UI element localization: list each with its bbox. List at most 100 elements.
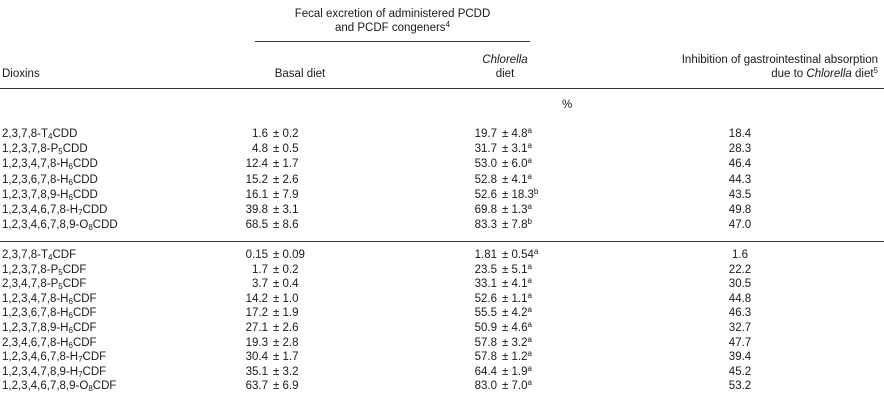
- significance-footnote: a: [527, 126, 532, 135]
- inhibition-footnote: 5: [873, 66, 878, 75]
- col-header-dioxins: Dioxins: [2, 68, 40, 80]
- chlorella-sd: ± 6.0a: [502, 156, 532, 171]
- basal-mean: 3.7: [252, 278, 268, 291]
- significance-footnote: a: [527, 290, 532, 300]
- significance-footnote: a: [533, 247, 539, 256]
- significance-footnote: a: [527, 305, 532, 315]
- congener-name: 1,2,3,6,7,8-H6CDF: [2, 307, 97, 321]
- inhibition-value: 53.2: [728, 380, 752, 393]
- basal-mean: 15.2: [245, 173, 268, 186]
- inhibition-value: 44.8: [728, 292, 752, 305]
- basal-sd: ± 3.2: [273, 365, 299, 378]
- chlorella-mean: 52.8: [474, 173, 497, 186]
- significance-footnote: a: [527, 378, 532, 388]
- chlorella-mean: 53.0: [474, 158, 497, 171]
- table-row: 1,2,3,7,8,9-H6CDD 16.1 ± 7.9 52.6 ± 18.3b 43.…: [0, 186, 884, 202]
- basal-mean: 35.1: [245, 365, 268, 378]
- formula-subscript: 5: [58, 147, 63, 157]
- basal-mean: 39.8: [245, 204, 268, 216]
- basal-mean: 12.4: [245, 158, 268, 171]
- inhibition-value: 46.4: [728, 158, 752, 171]
- chlorella-mean: 23.5: [474, 263, 497, 276]
- congener-name: 1,2,3,7,8,9-H6CDF: [2, 322, 97, 335]
- chlorella-mean: 83.3: [474, 219, 497, 232]
- significance-footnote: a: [527, 156, 532, 166]
- formula-subscript: 4: [48, 253, 53, 262]
- inhibition-value: 1.6: [732, 249, 748, 261]
- chlorella-mean: 31.7: [474, 143, 497, 156]
- chlorella-sd: ± 7.0a: [502, 378, 532, 393]
- chlorella-mean: 33.1: [474, 278, 497, 291]
- basal-mean: 19.3: [245, 336, 268, 349]
- significance-footnote: a: [527, 261, 532, 271]
- chlorella-sd: ± 4.1a: [502, 171, 532, 186]
- col-header-basal: Basal diet: [274, 68, 326, 80]
- chlorella-sd: ± 4.6a: [502, 320, 532, 335]
- inhibition-value: 28.3: [728, 143, 752, 156]
- basal-sd: ± 8.6: [273, 219, 299, 232]
- chlorella-mean: 57.8: [474, 336, 497, 349]
- chlorella-sd: ± 1.9a: [502, 363, 532, 378]
- basal-mean: 4.8: [252, 143, 268, 156]
- group-header-rule: [255, 41, 530, 42]
- basal-mean: 68.5: [245, 219, 268, 232]
- congener-name: 1,2,3,4,6,7,8,9-O8CDF: [2, 380, 117, 394]
- significance-footnote: b: [533, 186, 539, 196]
- chlorella-mean: 64.4: [474, 365, 497, 378]
- congener-name: 1,2,3,4,6,7,8-H7CDD: [2, 204, 108, 217]
- formula-subscript: 6: [68, 162, 73, 172]
- formula-subscript: 4: [48, 132, 53, 141]
- basal-mean: 0.15: [245, 249, 268, 261]
- table-row: 1,2,3,4,6,7,8,9-O8CDD 68.5 ± 8.6 83.3 ± 7.8b…: [0, 218, 884, 232]
- chlorella-mean: 69.8: [474, 204, 497, 216]
- inhibition-value: 47.0: [728, 219, 752, 232]
- significance-footnote: a: [527, 276, 532, 286]
- congener-name: 1,2,3,4,7,8-H6CDF: [2, 292, 97, 306]
- congener-name: 2,3,7,8-T4CDF: [2, 249, 77, 262]
- table-row: 1,2,3,4,7,8,9-H7CDF 35.1 ± 3.2 64.4 ± 1.9a 45…: [0, 363, 884, 379]
- inhibition-value: 22.2: [728, 263, 752, 276]
- congener-name: 2,3,4,6,7,8-H6CDF: [2, 336, 97, 350]
- formula-subscript: 5: [58, 267, 63, 277]
- chlorella-mean: 83.0: [474, 380, 497, 393]
- formula-subscript: 6: [68, 192, 73, 202]
- table-row: 1,2,3,6,7,8-H6CDD 15.2 ± 2.6 52.8 ± 4.1a 44.3: [0, 171, 884, 187]
- header-rule: [0, 88, 884, 89]
- formula-subscript: 6: [68, 311, 73, 321]
- table-row: 1,2,3,4,6,7,8-H7CDF 30.4 ± 1.7 57.8 ± 1.2a 39…: [0, 349, 884, 364]
- basal-sd: ± 6.9: [273, 380, 299, 393]
- significance-footnote: a: [527, 363, 532, 373]
- chlorella-sd: ± 1.2a: [502, 349, 532, 364]
- significance-footnote: a: [527, 349, 532, 359]
- table-row: 1,2,3,4,6,7,8-H7CDD 39.8 ± 3.1 69.8 ± 1.3a 49…: [0, 203, 884, 217]
- fecal-excretion-group-header: Fecal excretion of administered PCDD and…: [250, 7, 535, 35]
- formula-subscript: 6: [68, 340, 73, 350]
- inhibition-value: 45.2: [728, 365, 752, 378]
- basal-sd: ± 0.09: [273, 249, 305, 261]
- inhibition-value: 39.4: [728, 351, 752, 364]
- chlorella-mean: 19.7: [474, 128, 497, 140]
- chlorella-sd: ± 4.1a: [502, 276, 532, 291]
- chlorella-mean: 50.9: [474, 322, 497, 334]
- chlorella-mean: 52.6: [474, 292, 497, 305]
- formula-subscript: 6: [68, 326, 73, 335]
- fecal-group-line1: Fecal excretion of administered PCDD: [294, 8, 491, 20]
- inhibition-value: 32.7: [728, 322, 752, 334]
- basal-mean: 27.1: [245, 322, 268, 334]
- significance-footnote: a: [527, 171, 532, 181]
- basal-sd: ± 2.8: [273, 336, 299, 349]
- table-row: 1,2,3,4,7,8-H6CDF 14.2 ± 1.0 52.6 ± 1.1a 44.8: [0, 290, 884, 306]
- congener-name: 1,2,3,6,7,8-H6CDD: [2, 173, 98, 187]
- table-row: 2,3,7,8-T4CDD 1.6 ± 0.2 19.7 ± 4.8a 18.4: [0, 126, 884, 141]
- inhibition-value: 49.8: [728, 204, 752, 216]
- basal-sd: ± 7.9: [273, 188, 299, 201]
- basal-mean: 63.7: [245, 380, 268, 393]
- table-row: 2,3,7,8-T4CDF 0.15 ± 0.09 1.81 ± 0.54a 1.6: [0, 247, 884, 262]
- basal-sd: ± 1.7: [273, 351, 299, 364]
- basal-mean: 14.2: [245, 292, 268, 305]
- basal-sd: ± 1.9: [273, 307, 299, 320]
- congener-name: 1,2,3,4,7,8,9-H7CDF: [2, 365, 107, 379]
- chlorella-sd: ± 5.1a: [502, 261, 532, 276]
- table-row: 1,2,3,7,8,9-H6CDF 27.1 ± 2.6 50.9 ± 4.6a 32.7: [0, 320, 884, 335]
- chlorella-mean: 1.81: [474, 249, 497, 261]
